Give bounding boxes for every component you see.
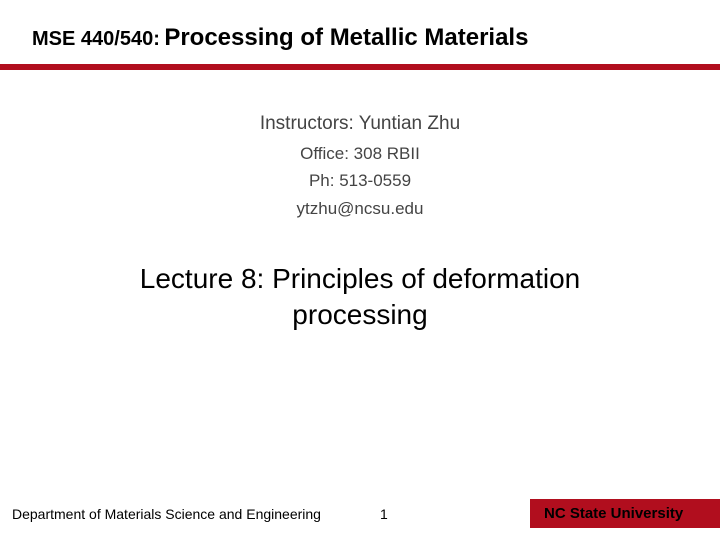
course-code: MSE 440/540: <box>32 28 160 50</box>
slide-header: MSE 440/540: Processing of Metallic Mate… <box>0 0 720 64</box>
lecture-title: Lecture 8: Principles of deformation pro… <box>40 261 680 334</box>
instructor-email: ytzhu@ncsu.edu <box>40 196 680 222</box>
university-badge: NC State University <box>530 499 720 528</box>
instructor-info: Instructors: Yuntian Zhu Office: 308 RBI… <box>40 110 680 221</box>
page-number: 1 <box>380 506 480 522</box>
instructor-phone: Ph: 513-0559 <box>40 168 680 194</box>
course-title: Processing of Metallic Materials <box>164 24 528 51</box>
instructor-name: Instructors: Yuntian Zhu <box>40 110 680 139</box>
instructor-office: Office: 308 RBII <box>40 141 680 167</box>
department-label: Department of Materials Science and Engi… <box>0 506 380 522</box>
slide-content: Instructors: Yuntian Zhu Office: 308 RBI… <box>0 70 720 334</box>
